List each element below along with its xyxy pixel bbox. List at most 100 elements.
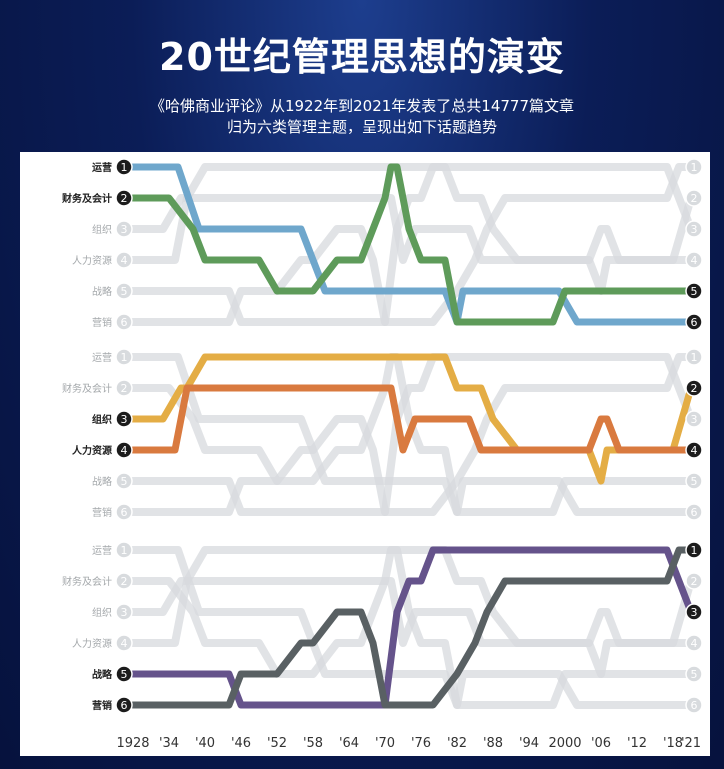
rank-marker xyxy=(685,379,703,397)
x-tick-label: '58 xyxy=(303,736,323,751)
series-line xyxy=(129,384,695,454)
x-tick-label: '40 xyxy=(195,736,215,751)
x-tick-label: '82 xyxy=(447,736,467,751)
rank-number: 1 xyxy=(121,161,128,174)
category-label: 人力资源 xyxy=(72,254,112,267)
rank-number: 5 xyxy=(691,668,698,681)
x-tick-label: 1928 xyxy=(116,736,149,751)
rank-marker xyxy=(115,348,133,366)
rank-number: 2 xyxy=(121,192,128,205)
rank-number: 5 xyxy=(121,285,128,298)
category-label: 战略 xyxy=(92,668,113,681)
background-series-line xyxy=(129,353,695,516)
category-label: 财务及会计 xyxy=(61,192,112,205)
x-tick-label: '12 xyxy=(627,736,647,751)
rank-number: 6 xyxy=(691,699,698,712)
rank-number: 4 xyxy=(121,254,128,267)
background-series-line xyxy=(129,353,695,516)
rank-marker xyxy=(115,189,133,207)
rank-marker xyxy=(685,503,703,521)
series-line xyxy=(129,163,695,326)
rank-number: 6 xyxy=(121,506,128,519)
rank-number: 4 xyxy=(691,637,698,650)
category-label: 营销 xyxy=(92,506,112,519)
rank-number: 6 xyxy=(121,316,128,329)
rank-number: 3 xyxy=(121,606,128,619)
rank-marker xyxy=(685,472,703,490)
rank-marker xyxy=(685,634,703,652)
rank-number: 5 xyxy=(121,668,128,681)
rank-marker xyxy=(115,410,133,428)
rank-number: 3 xyxy=(691,413,698,426)
rank-number: 5 xyxy=(691,285,698,298)
rank-marker xyxy=(115,572,133,590)
rank-marker xyxy=(115,379,133,397)
rank-number: 3 xyxy=(121,223,128,236)
rank-number: 5 xyxy=(121,475,128,488)
series-line xyxy=(129,546,695,709)
category-label: 营销 xyxy=(92,699,112,712)
rank-marker xyxy=(115,472,133,490)
x-tick-label: '64 xyxy=(339,736,359,751)
category-label: 财务及会计 xyxy=(62,575,112,588)
rank-number: 2 xyxy=(121,575,128,588)
background-series-line xyxy=(129,353,695,516)
category-label: 战略 xyxy=(92,475,112,488)
rank-marker xyxy=(685,313,703,331)
category-label: 运营 xyxy=(92,161,112,174)
rank-number: 3 xyxy=(121,413,128,426)
category-label: 组织 xyxy=(92,413,112,426)
subtitle-line-1: 《哈佛商业评论》从1922年到2021年发表了总共14777篇文章 xyxy=(149,97,575,115)
rank-number: 1 xyxy=(121,351,128,364)
rank-number: 6 xyxy=(691,316,698,329)
rank-marker xyxy=(685,541,703,559)
rank-marker xyxy=(685,158,703,176)
background-series-line xyxy=(129,546,695,709)
rank-number: 4 xyxy=(691,444,698,457)
rank-marker xyxy=(685,410,703,428)
rank-number: 1 xyxy=(691,351,698,364)
rank-marker xyxy=(115,251,133,269)
rank-marker xyxy=(115,665,133,683)
page-subtitle: 《哈佛商业评论》从1922年到2021年发表了总共14777篇文章 归为六类管理… xyxy=(0,96,724,138)
rank-marker xyxy=(115,313,133,331)
rank-number: 5 xyxy=(691,475,698,488)
bump-chart: 运营财务及会计组织人力资源战略营销123456123456运营财务及会计组织人力… xyxy=(61,158,703,751)
x-tick-label: 2000 xyxy=(548,736,581,751)
background-series-line xyxy=(129,163,695,326)
rank-marker xyxy=(685,603,703,621)
x-tick-label: '52 xyxy=(267,736,287,751)
x-tick-label: '76 xyxy=(411,736,431,751)
x-tick-label: '46 xyxy=(231,736,251,751)
category-label: 运营 xyxy=(92,544,112,557)
rank-marker xyxy=(685,441,703,459)
rank-number: 4 xyxy=(691,254,698,267)
category-label: 组织 xyxy=(92,606,112,619)
rank-marker xyxy=(685,282,703,300)
chart-panel: 运营 财务及会计 组织 人力资源 战略 营销 1 2 3 4 5 6 1 2 3 4 5 6 运营 财务及会计 组织 人力… xyxy=(20,152,710,756)
series-line xyxy=(129,546,695,709)
rank-marker xyxy=(685,665,703,683)
rank-marker xyxy=(115,696,133,714)
rank-marker xyxy=(115,603,133,621)
rank-number: 2 xyxy=(691,575,698,588)
x-tick-label: '21 xyxy=(681,736,701,751)
rank-marker xyxy=(115,282,133,300)
background-series-line xyxy=(129,353,695,516)
category-label: 营销 xyxy=(92,316,112,329)
rank-number: 1 xyxy=(691,161,698,174)
x-tick-label: '94 xyxy=(519,736,539,751)
rank-marker xyxy=(685,572,703,590)
x-tick-label: '06 xyxy=(591,736,611,751)
rank-marker xyxy=(685,696,703,714)
rank-number: 2 xyxy=(691,192,698,205)
rank-marker xyxy=(115,220,133,238)
background-series-line xyxy=(129,194,695,264)
background-series-line xyxy=(129,546,695,709)
rank-number: 3 xyxy=(691,223,698,236)
category-label: 人力资源 xyxy=(72,444,112,457)
x-tick-label: '70 xyxy=(375,736,395,751)
rank-number: 2 xyxy=(121,382,128,395)
rank-number: 3 xyxy=(691,606,698,619)
